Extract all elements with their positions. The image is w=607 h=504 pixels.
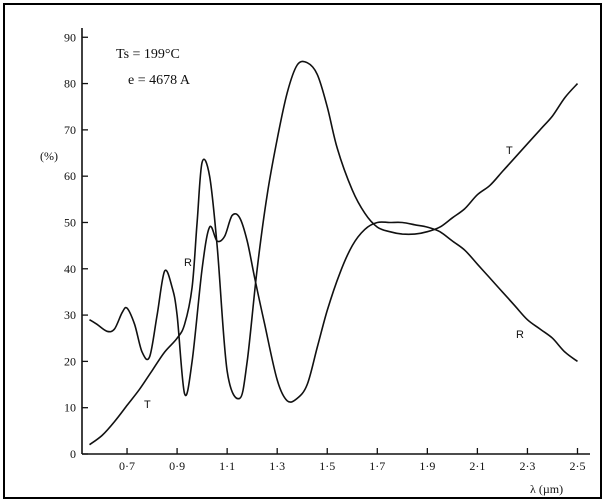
x-tick-label: 1·1 xyxy=(219,459,235,473)
x-tick-label: 1·9 xyxy=(419,459,435,473)
series-line-R xyxy=(89,212,578,403)
x-tick-label: 0·9 xyxy=(169,459,185,473)
y-tick-label: 30 xyxy=(64,308,76,322)
annotation-thickness: e = 4678 A xyxy=(128,73,191,88)
x-tick-label: 1·7 xyxy=(369,459,385,473)
y-tick-label: 20 xyxy=(64,354,76,368)
y-tick-label: 90 xyxy=(64,30,76,44)
x-tick-label: 0·7 xyxy=(119,459,135,473)
x-axis-label: λ (µm) xyxy=(530,482,563,496)
chart-frame xyxy=(3,3,602,499)
y-tick-label: 10 xyxy=(64,401,76,415)
y-tick-label: 70 xyxy=(64,123,76,137)
y-tick-label: 80 xyxy=(64,77,76,91)
series-label-R-left: R xyxy=(184,257,192,269)
axes xyxy=(81,28,590,455)
x-tick-label: 2·5 xyxy=(569,459,585,473)
curves xyxy=(89,60,579,446)
x-tick-label: 1·3 xyxy=(269,459,285,473)
y-tick-label: 0 xyxy=(70,447,76,461)
x-tick-label: 1·5 xyxy=(319,459,335,473)
series-label-T-upper: T xyxy=(506,145,513,157)
series-label-R-right: R xyxy=(516,329,524,341)
y-ticks: 0 10 20 30 40 50 60 70 80 90 xyxy=(64,30,88,461)
x-tick-label: 2·3 xyxy=(519,459,535,473)
annotation-temperature: Ts = 199°C xyxy=(116,47,180,62)
x-tick-label: 2·1 xyxy=(469,459,485,473)
series-label-T-lower: T xyxy=(144,399,151,411)
y-tick-label: 50 xyxy=(64,215,76,229)
y-tick-label: 40 xyxy=(64,262,76,276)
series-line-T xyxy=(89,60,579,446)
x-ticks: 0·7 0·9 1·1 1·3 1·5 1·7 1·9 2·1 2·3 2·5 xyxy=(119,448,585,473)
y-tick-label: 60 xyxy=(64,169,76,183)
y-axis-label: (%) xyxy=(40,149,58,163)
